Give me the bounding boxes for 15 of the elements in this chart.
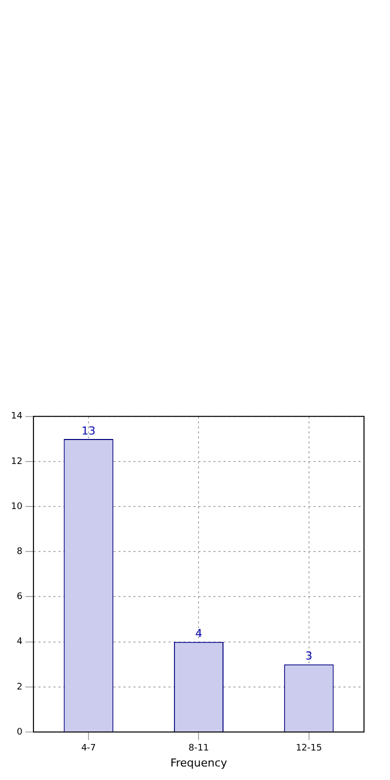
y-tick-label: 14 <box>11 412 23 422</box>
y-tick-label: 10 <box>11 502 23 512</box>
x-axis-title: Frequency <box>170 756 228 770</box>
data-label: 4 <box>195 627 202 640</box>
y-tick-label: 12 <box>11 456 22 467</box>
x-tick-label: 12-15 <box>296 744 322 754</box>
x-tick-label: 4-7 <box>81 744 96 754</box>
data-label: 3 <box>305 650 312 663</box>
y-tick-label: 4 <box>16 637 23 648</box>
x-tick-label: 8-11 <box>188 744 209 754</box>
data-label: 13 <box>82 424 96 438</box>
y-tick-label: 8 <box>16 547 23 557</box>
y-tick-label: 2 <box>16 682 22 692</box>
y-tick-label: 0 <box>16 727 23 738</box>
y-tick-label: 6 <box>16 592 23 602</box>
